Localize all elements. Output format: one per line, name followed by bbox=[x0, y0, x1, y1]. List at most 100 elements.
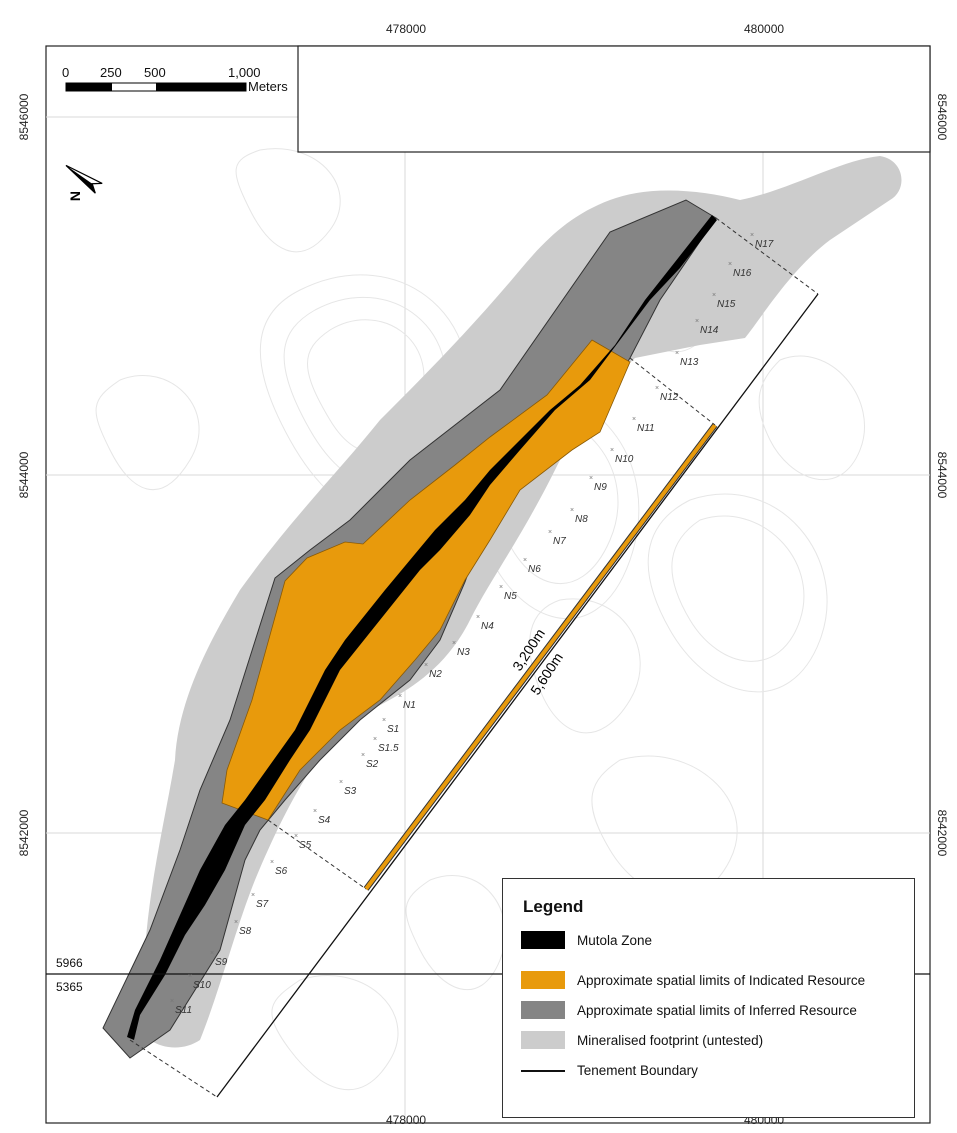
left-northing-8546000: 8546000 bbox=[17, 93, 31, 141]
drill-line-north-marker-icon: × bbox=[523, 557, 527, 564]
drill-line-south-label: S5 bbox=[299, 840, 312, 851]
scale-tick-0: 0 bbox=[62, 65, 70, 80]
right-northing-8544000: 8544000 bbox=[935, 451, 949, 499]
drill-line-north-label: N17 bbox=[755, 239, 774, 250]
drill-line-south-label: S9 bbox=[215, 957, 228, 968]
legend-item-footprint: Mineralised footprint (untested) bbox=[521, 1029, 763, 1051]
drill-line-north-label: N16 bbox=[733, 268, 752, 279]
top-easting-480000: 480000 bbox=[744, 22, 785, 36]
north-arrow-icon bbox=[65, 164, 103, 194]
drill-line-north-marker-icon: × bbox=[452, 640, 456, 647]
top-easting-478000: 478000 bbox=[386, 22, 427, 36]
legend-item-inferred: Approximate spatial limits of Inferred R… bbox=[521, 999, 857, 1021]
legend-label-inferred: Approximate spatial limits of Inferred R… bbox=[577, 1002, 857, 1018]
drill-line-north-marker-icon: × bbox=[476, 614, 480, 621]
boundary-label-upper: 5966 bbox=[56, 956, 83, 970]
left-northing-8544000: 8544000 bbox=[17, 451, 31, 499]
legend-title: Legend bbox=[523, 897, 584, 916]
drill-line-north-marker-icon: × bbox=[655, 385, 659, 392]
drill-line-north-label: N9 bbox=[594, 482, 607, 493]
drill-line-south-marker-icon: × bbox=[251, 892, 255, 899]
drill-lines: ×N1×N2×N3×N4×N5×N6×N7×N8×N9×N10×N11×N12×… bbox=[170, 232, 774, 1016]
drill-line-south-marker-icon: × bbox=[339, 779, 343, 786]
drill-line-north-label: N10 bbox=[615, 454, 634, 465]
drill-line-north-label: N6 bbox=[528, 564, 541, 575]
drill-line-south-label: S11 bbox=[175, 1005, 192, 1016]
north-label: N bbox=[67, 191, 83, 201]
drill-line-north-label: N12 bbox=[660, 392, 679, 403]
legend-swatch-indicated bbox=[521, 971, 565, 989]
drill-line-south-label: S3 bbox=[344, 786, 357, 797]
legend-label-footprint: Mineralised footprint (untested) bbox=[577, 1032, 764, 1048]
drill-line-north-label: N11 bbox=[637, 423, 655, 434]
scale-tick-500: 500 bbox=[144, 65, 166, 80]
drill-line-south-label: S1 bbox=[387, 724, 399, 735]
drill-line-south-label: S8 bbox=[239, 926, 252, 937]
drill-line-south-marker-icon: × bbox=[313, 808, 317, 815]
legend: Legend Mutola Zone Approximate spatial l… bbox=[502, 878, 915, 1118]
legend-item-indicated: Approximate spatial limits of Indicated … bbox=[521, 969, 865, 991]
legend-swatch-inferred bbox=[521, 1001, 565, 1019]
scale-bar bbox=[65, 82, 247, 92]
legend-label-indicated: Approximate spatial limits of Indicated … bbox=[577, 972, 866, 988]
drill-line-south-marker-icon: × bbox=[234, 919, 238, 926]
drill-line-north-label: N3 bbox=[457, 647, 470, 658]
drill-line-north-marker-icon: × bbox=[499, 584, 503, 591]
drill-line-north-marker-icon: × bbox=[632, 416, 636, 423]
legend-label-mutola: Mutola Zone bbox=[577, 932, 653, 948]
right-northing-8542000: 8542000 bbox=[935, 809, 949, 857]
inset-box bbox=[297, 45, 931, 153]
scale-tick-250: 250 bbox=[100, 65, 122, 80]
bottom-easting-478000: 478000 bbox=[386, 1113, 427, 1127]
drill-line-south-marker-icon: × bbox=[270, 859, 274, 866]
drill-line-north-marker-icon: × bbox=[424, 662, 428, 669]
drill-line-north-marker-icon: × bbox=[570, 507, 574, 514]
right-northing-8546000: 8546000 bbox=[935, 93, 949, 141]
scale-tick-1000: 1,000 bbox=[228, 65, 261, 80]
drill-line-south-marker-icon: × bbox=[170, 998, 174, 1005]
drill-line-north-label: N13 bbox=[680, 357, 699, 368]
tenement-boundary bbox=[216, 293, 819, 1098]
drill-line-south-marker-icon: × bbox=[294, 833, 298, 840]
scale-unit: Meters bbox=[248, 79, 288, 94]
drill-line-north-marker-icon: × bbox=[750, 232, 754, 239]
drill-line-north-marker-icon: × bbox=[728, 261, 732, 268]
drill-line-north-marker-icon: × bbox=[695, 318, 699, 325]
boundary-label-lower: 5365 bbox=[56, 980, 83, 994]
legend-swatch-tenement bbox=[521, 1061, 565, 1079]
drill-line-south-label: S4 bbox=[318, 815, 331, 826]
drill-line-north-marker-icon: × bbox=[548, 529, 552, 536]
drill-line-north-label: N4 bbox=[481, 621, 494, 632]
legend-label-tenement: Tenement Boundary bbox=[577, 1062, 698, 1078]
drill-line-north-label: N5 bbox=[504, 591, 517, 602]
limit-dashed-lines bbox=[129, 217, 819, 1098]
drill-line-south-marker-icon: × bbox=[382, 717, 386, 724]
drill-line-north-label: N2 bbox=[429, 669, 442, 680]
left-northing-8542000: 8542000 bbox=[17, 809, 31, 857]
drill-line-south-marker-icon: × bbox=[188, 973, 192, 980]
legend-item-tenement: Tenement Boundary bbox=[521, 1059, 698, 1081]
drill-line-south-marker-icon: × bbox=[210, 950, 214, 957]
legend-swatch-footprint bbox=[521, 1031, 565, 1049]
legend-item-mutola-zone: Mutola Zone bbox=[521, 929, 652, 951]
drill-line-south-marker-icon: × bbox=[361, 752, 365, 759]
drill-line-north-label: N14 bbox=[700, 325, 719, 336]
drill-line-north-marker-icon: × bbox=[589, 475, 593, 482]
legend-swatch-mutola bbox=[521, 931, 565, 949]
drill-line-north-marker-icon: × bbox=[675, 350, 679, 357]
drill-line-south-label: S2 bbox=[366, 759, 379, 770]
drill-line-north-marker-icon: × bbox=[610, 447, 614, 454]
drill-line-north-label: N7 bbox=[553, 536, 566, 547]
svg-text:N: N bbox=[67, 191, 83, 201]
drill-line-south-label: S10 bbox=[193, 980, 211, 991]
drill-line-north-marker-icon: × bbox=[398, 693, 402, 700]
drill-line-south-label: S7 bbox=[256, 899, 269, 910]
drill-line-south-label: S1.5 bbox=[378, 743, 399, 754]
drill-line-south-marker-icon: × bbox=[373, 736, 377, 743]
drill-line-north-label: N8 bbox=[575, 514, 588, 525]
drill-line-north-marker-icon: × bbox=[712, 292, 716, 299]
drill-line-south-label: S6 bbox=[275, 866, 288, 877]
drill-line-north-label: N15 bbox=[717, 299, 736, 310]
